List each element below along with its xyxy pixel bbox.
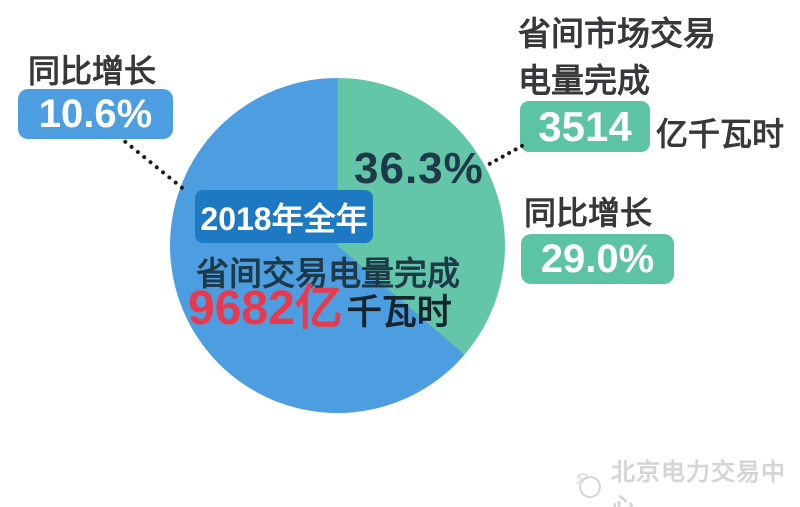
market-value-badge: 3514	[520, 101, 650, 152]
total-value-unit: 千瓦时	[346, 293, 452, 332]
year-badge: 2018年全年	[195, 190, 373, 243]
callout-line-right	[487, 143, 525, 167]
right-growth-title: 同比增长	[524, 195, 653, 231]
watermark: 北京电力交易中心	[574, 452, 800, 507]
pie-center-subtitle: 省间交易电量完成	[196, 255, 460, 292]
left-growth-title: 同比增长	[28, 53, 157, 89]
right-heading-line1: 省间市场交易	[518, 15, 716, 52]
callout-line-left	[122, 139, 185, 191]
total-value: 9682亿	[188, 282, 343, 335]
right-growth-value-badge: 29.0%	[521, 234, 674, 284]
market-value-unit: 亿千瓦时	[656, 116, 785, 152]
right-heading-line2: 电量完成	[518, 62, 650, 99]
exchange-logo-icon	[574, 470, 604, 505]
left-growth-value-badge: 10.6%	[18, 89, 173, 139]
right-heading: 省间市场交易 电量完成	[518, 10, 716, 104]
pie-center-value-row: 9682亿 千瓦时	[188, 282, 452, 335]
watermark-text: 北京电力交易中心	[611, 459, 786, 507]
pie-chart	[170, 78, 505, 413]
pie-slice-percent-label: 36.3%	[354, 144, 484, 193]
